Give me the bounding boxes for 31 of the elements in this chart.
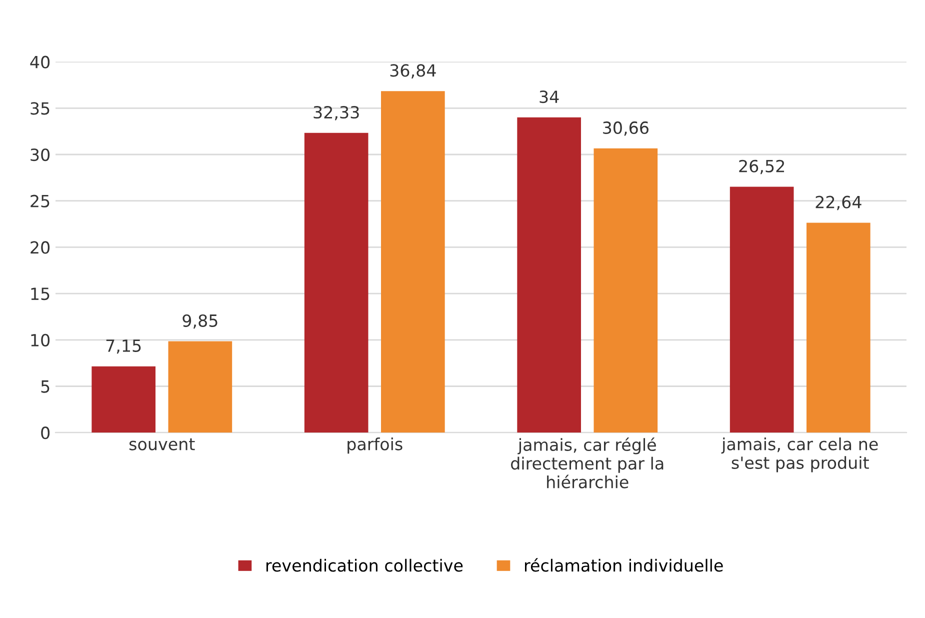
y-tick-label: 15 [31, 288, 50, 300]
bar [92, 366, 156, 433]
y-tick-label: 0 [41, 426, 50, 440]
x-tick-label: parfois [348, 437, 402, 454]
bar [168, 341, 232, 433]
y-tick-label: 25 [30, 194, 50, 208]
data-label: 34 [540, 90, 559, 104]
data-label: 9,85 [182, 314, 218, 329]
x-tick-label: souvent [129, 438, 195, 450]
y-tick-label: 35 [30, 102, 50, 115]
data-label: 32,33 [314, 106, 359, 120]
x-tick-label: jamais, car cela ne s'est pas produit [721, 437, 878, 472]
y-tick-label: 30 [30, 148, 50, 162]
data-label: 26,52 [739, 160, 784, 174]
bar [381, 91, 445, 433]
data-label: 36,84 [390, 64, 436, 78]
bar [594, 148, 658, 433]
bar [304, 132, 368, 433]
data-label: 7,15 [106, 340, 141, 354]
y-tick-label: 40 [30, 56, 50, 68]
bar [730, 186, 794, 433]
y-tick-label: 5 [41, 380, 50, 393]
data-label: 22,64 [816, 196, 862, 210]
legend-label: revendication collective [266, 558, 463, 572]
bar [517, 117, 581, 433]
y-tick-label: 10 [31, 334, 50, 346]
x-tick-label: jamais, car réglé directement par la hiérarchie [511, 437, 664, 488]
data-label: 30,66 [603, 121, 648, 136]
legend-label: réclamation individuelle [525, 558, 723, 572]
bar [806, 222, 870, 433]
y-tick-label: 20 [30, 241, 50, 254]
